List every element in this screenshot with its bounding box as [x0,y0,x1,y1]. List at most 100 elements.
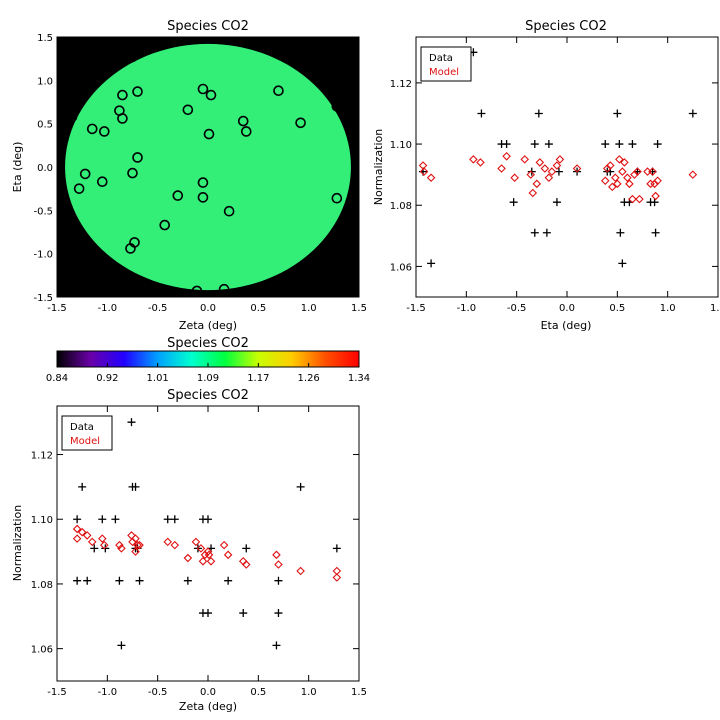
eta-data-point [427,259,436,268]
map-xtick-label: 0.5 [250,303,266,314]
eta-model-point [653,176,662,186]
map-point [295,117,306,129]
map-point [182,104,194,116]
map-point [197,177,209,188]
zeta-data-point [115,576,124,585]
eta-legend-data: Data [429,53,453,64]
eta-model-point [606,161,615,170]
eta-data-point [530,140,539,149]
zeta-model-point [223,550,233,560]
map-point [218,283,230,295]
zeta-model-point [204,550,214,560]
map-point [273,85,284,97]
eta-model-point [600,176,610,186]
eta-model-point [426,173,436,182]
map-ytick-label: 0.5 [37,120,53,131]
map-ytick-label: 0.0 [37,163,53,174]
eta-data-point [653,140,662,149]
map-xtick-label: 1.5 [351,303,367,314]
map-xtick-label: 1.0 [301,303,317,314]
map-point [223,205,235,217]
map-title: Species CO2 [167,19,249,34]
zeta-xtick-label: 0.0 [200,687,216,698]
map-xtick-label: 0.0 [200,303,216,314]
zeta-model-point [183,553,193,563]
eta-model-point [618,167,627,176]
zeta-model-point [170,540,180,550]
map-ylabel: Eta (deg) [11,142,24,193]
eta-model-point [572,164,582,173]
map-point [125,243,136,254]
zeta-model-point [196,544,206,553]
zeta-model-point [72,534,82,543]
colorbar-tick-label: 1.17 [247,373,269,384]
zeta-model-point [206,557,216,566]
eta-panel: Species CO2 -1.5 -1.0 -0.5 0.0 0.5 1.0 1.5 1.0… [372,19,720,332]
eta-data-point [542,228,551,237]
map-point [203,128,215,140]
zeta-model-point [332,566,342,576]
zeta-model-point [77,527,87,537]
eta-data-point [530,228,539,237]
eta-model-point [625,179,634,189]
eta-data-point [477,109,486,118]
zeta-xtick-label: -0.5 [148,687,168,698]
eta-model-point [630,170,639,179]
eta-data-point [534,109,543,118]
map-ytick-label: 1.5 [37,33,53,44]
zeta-data-point [163,515,172,524]
eta-xtick-label: 1.5 [710,303,720,314]
map-point [66,111,78,123]
zeta-xtick-label: 0.5 [250,687,266,698]
eta-data-point [554,167,563,176]
zeta-xtick-label: 1.0 [301,687,317,698]
zeta-data-point [332,544,341,553]
eta-data-point [502,140,511,149]
zeta-data-point [135,576,144,585]
zeta-ytick-label: 1.06 [31,645,53,656]
map-point [331,192,343,204]
eta-legend: Data Model [420,46,472,82]
zeta-data-point [239,609,248,618]
map-point [197,83,209,95]
eta-title: Species CO2 [525,19,607,34]
zeta-ytick-label: 1.10 [31,515,53,526]
zeta-model-point [82,531,92,540]
map-point [191,285,203,297]
zeta-model-point [131,547,140,556]
eta-model-point [510,173,519,182]
colorbar-tick-label: 1.26 [298,373,320,384]
eta-model-point [651,191,660,201]
map-ytick-label: -1.0 [33,250,53,261]
eta-model-point [540,164,550,173]
map-point [331,101,343,112]
zeta-data-point [131,482,140,491]
zeta-model-point [296,566,305,576]
eta-model-point [528,188,538,198]
eta-model-point [648,167,657,176]
zeta-data-point [98,515,107,524]
colorbar-tick-label: 1.34 [348,373,370,384]
zeta-data-point [204,515,212,524]
eta-model-point [419,167,429,176]
eta-model-point [502,152,511,161]
zeta-model-point [87,537,97,547]
map-point [127,51,138,63]
zeta-data-point [224,576,233,585]
zeta-data-point [111,515,120,524]
map-point [79,168,91,180]
eta-model-point [602,164,612,173]
map-ytick-label: -1.5 [33,293,53,304]
eta-model-point [611,173,620,182]
eta-model-point [628,194,637,204]
map-point [66,213,78,225]
eta-model-point [555,155,565,164]
map-xlabel: Zeta (deg) [179,319,237,332]
colorbar-tick-label: 1.09 [197,373,219,384]
eta-model-point [535,158,545,167]
colorbar-title: Species CO2 [167,336,249,351]
zeta-model-point [117,544,126,553]
zeta-legend-model: Model [70,436,100,447]
zeta-model-point [203,547,213,556]
